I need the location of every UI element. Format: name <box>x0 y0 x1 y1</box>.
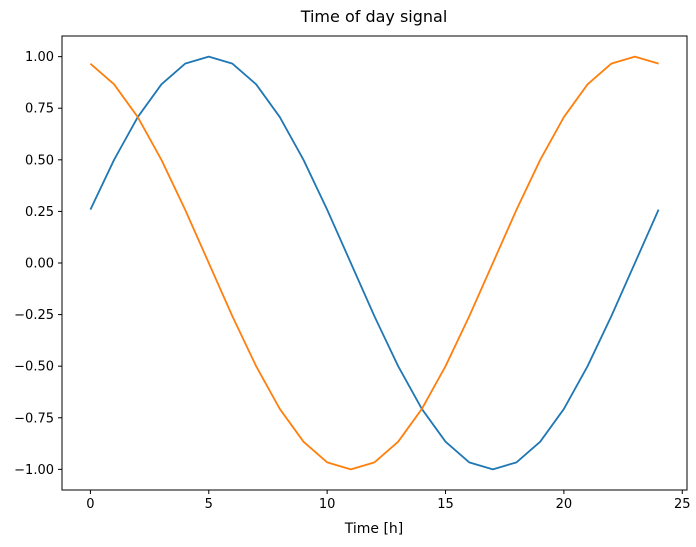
axes-frame <box>61 35 688 491</box>
y-tick-label: 0.25 <box>25 205 54 220</box>
x-tick-label: 0 <box>86 497 94 512</box>
chart-title: Time of day signal <box>300 7 448 26</box>
line-series-2-orange <box>89 55 659 471</box>
y-tick-label: 1.00 <box>25 50 54 65</box>
y-tick-label: −0.25 <box>14 308 54 323</box>
x-tick-label: 20 <box>556 497 573 512</box>
y-tick-label: 0.50 <box>25 153 54 168</box>
y-tick-label: −0.75 <box>14 411 54 426</box>
y-tick-label: 0.75 <box>25 102 54 117</box>
line-series-1-blue <box>89 55 660 471</box>
y-tick-label: −0.50 <box>14 360 54 375</box>
x-axis-label: Time [h] <box>344 521 404 537</box>
x-tick-label: 25 <box>674 497 691 512</box>
y-tick-label: 0.00 <box>25 257 54 272</box>
x-tick-label: 10 <box>319 497 336 512</box>
x-tick-label: 15 <box>437 497 454 512</box>
y-tick-label: −1.00 <box>14 463 54 478</box>
x-tick-label: 5 <box>205 497 213 512</box>
